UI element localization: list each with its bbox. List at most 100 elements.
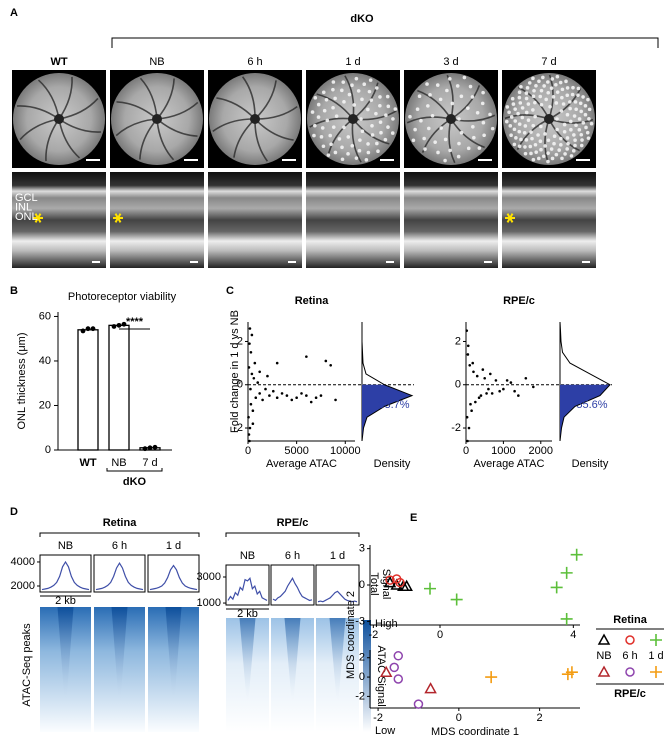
heatmap-core bbox=[57, 607, 74, 700]
speckle bbox=[508, 124, 513, 128]
layer-label: GCL bbox=[15, 192, 38, 204]
group-bracket bbox=[106, 468, 163, 472]
chart-title: Retina bbox=[295, 295, 330, 307]
speckle bbox=[559, 136, 563, 141]
x-tick-label: WT bbox=[79, 457, 96, 469]
y-tick-label: 1000 bbox=[197, 597, 221, 609]
speckle bbox=[539, 88, 544, 93]
data-point bbox=[248, 342, 251, 345]
column-header: 6 h bbox=[247, 56, 262, 68]
speckle bbox=[390, 131, 395, 135]
data-point bbox=[400, 579, 413, 591]
data-point bbox=[517, 394, 520, 397]
x-tick-label: 5000 bbox=[284, 445, 308, 457]
data-point bbox=[468, 363, 472, 367]
speckle bbox=[527, 81, 532, 85]
speckle bbox=[471, 124, 475, 129]
colorbar-low: Low bbox=[375, 725, 395, 737]
data-point bbox=[271, 389, 275, 393]
legend-symbol bbox=[650, 666, 662, 678]
speckle bbox=[574, 123, 578, 128]
speckle bbox=[310, 110, 315, 114]
speckle bbox=[384, 113, 388, 117]
speckle bbox=[560, 156, 564, 161]
speckle bbox=[563, 152, 567, 156]
speckle bbox=[408, 114, 412, 119]
speckle bbox=[539, 147, 543, 152]
speckle bbox=[549, 147, 554, 151]
speckle bbox=[341, 80, 346, 84]
optic-disc bbox=[544, 114, 554, 124]
data-point bbox=[264, 387, 267, 391]
speckle bbox=[505, 105, 510, 109]
data-point bbox=[466, 344, 470, 348]
data-point bbox=[466, 439, 469, 443]
speckle bbox=[546, 138, 551, 143]
speckle bbox=[466, 106, 470, 110]
data-point bbox=[485, 671, 498, 684]
speckle bbox=[369, 98, 374, 102]
data-point bbox=[389, 662, 399, 673]
speckle bbox=[334, 114, 339, 118]
legend-label: 6 h bbox=[622, 650, 637, 662]
speckle bbox=[560, 95, 564, 100]
speckle bbox=[573, 100, 578, 104]
speckle bbox=[347, 92, 352, 97]
speckle bbox=[415, 107, 420, 112]
title-bracket bbox=[225, 532, 360, 537]
oct-image bbox=[404, 172, 498, 268]
data-point bbox=[90, 326, 96, 332]
x-tick-label: 2 bbox=[537, 712, 543, 724]
speckle bbox=[548, 104, 552, 109]
speckle bbox=[552, 134, 557, 139]
profile-box bbox=[39, 554, 92, 593]
data-point bbox=[147, 445, 153, 451]
y-tick-label: 4000 bbox=[11, 556, 35, 568]
data-point bbox=[481, 368, 485, 371]
data-point bbox=[565, 666, 578, 679]
speckle bbox=[411, 138, 416, 143]
speckle bbox=[538, 94, 543, 99]
data-point bbox=[305, 355, 308, 358]
x-tick-label: 10000 bbox=[330, 445, 361, 457]
data-point bbox=[258, 392, 261, 395]
density-fill bbox=[560, 384, 610, 441]
speckle bbox=[313, 96, 318, 100]
x-axis-label: MDS coordinate 1 bbox=[431, 726, 519, 738]
y-tick-label: 2 bbox=[455, 335, 461, 347]
speckle bbox=[520, 115, 525, 120]
speckle bbox=[342, 125, 346, 130]
y-axis-label: Fold change in 1 d vs NB bbox=[229, 310, 241, 433]
speckle bbox=[581, 121, 586, 125]
speckle bbox=[413, 127, 417, 132]
speckle bbox=[587, 107, 592, 112]
speckle bbox=[526, 118, 531, 122]
profile-label: Total bbox=[368, 572, 380, 595]
colorbar bbox=[363, 620, 371, 732]
speckle bbox=[526, 102, 531, 106]
legend-title: RPE/c bbox=[614, 688, 646, 700]
chart-title: RPE/c bbox=[503, 295, 535, 307]
density-curve bbox=[559, 321, 611, 442]
speckle bbox=[385, 94, 390, 99]
speckle bbox=[333, 96, 337, 101]
speckle bbox=[331, 105, 335, 110]
data-point bbox=[471, 361, 475, 365]
data-point bbox=[466, 353, 470, 356]
speckle bbox=[587, 117, 591, 121]
speckle bbox=[543, 144, 547, 148]
speckle bbox=[367, 89, 372, 94]
speckle bbox=[554, 83, 558, 87]
speckle bbox=[370, 123, 374, 128]
speckle bbox=[562, 129, 567, 134]
data-point bbox=[477, 396, 481, 400]
data-point bbox=[295, 396, 298, 400]
y-tick-label: 0 bbox=[455, 379, 461, 391]
panel-label: B bbox=[10, 285, 18, 297]
profile-line bbox=[317, 590, 358, 603]
speckle bbox=[331, 125, 336, 129]
data-point bbox=[560, 566, 573, 579]
speckle bbox=[554, 152, 559, 157]
data-point bbox=[465, 329, 469, 332]
series-label: NB bbox=[240, 550, 255, 562]
